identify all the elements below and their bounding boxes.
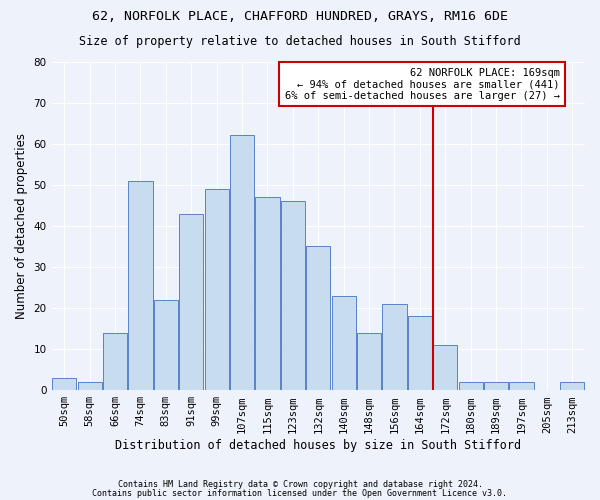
Text: 62, NORFOLK PLACE, CHAFFORD HUNDRED, GRAYS, RM16 6DE: 62, NORFOLK PLACE, CHAFFORD HUNDRED, GRA… [92,10,508,23]
Bar [154,300,178,390]
Text: Contains HM Land Registry data © Crown copyright and database right 2024.: Contains HM Land Registry data © Crown c… [118,480,482,489]
Text: 62 NORFOLK PLACE: 169sqm
← 94% of detached houses are smaller (441)
6% of semi-d: 62 NORFOLK PLACE: 169sqm ← 94% of detach… [284,68,560,101]
Bar [433,345,457,390]
Bar [382,304,407,390]
Bar [52,378,76,390]
Bar [509,382,533,390]
Bar [230,136,254,390]
Bar [281,201,305,390]
Bar [332,296,356,390]
Text: Contains public sector information licensed under the Open Government Licence v3: Contains public sector information licen… [92,488,508,498]
Bar [408,316,432,390]
Bar [77,382,102,390]
Bar [179,214,203,390]
Bar [306,246,331,390]
Bar [357,332,381,390]
Bar [103,332,127,390]
Bar [205,189,229,390]
Bar [484,382,508,390]
Bar [256,197,280,390]
Text: Size of property relative to detached houses in South Stifford: Size of property relative to detached ho… [79,35,521,48]
Bar [458,382,483,390]
Bar [128,180,152,390]
X-axis label: Distribution of detached houses by size in South Stifford: Distribution of detached houses by size … [115,440,521,452]
Bar [560,382,584,390]
Y-axis label: Number of detached properties: Number of detached properties [15,133,28,319]
